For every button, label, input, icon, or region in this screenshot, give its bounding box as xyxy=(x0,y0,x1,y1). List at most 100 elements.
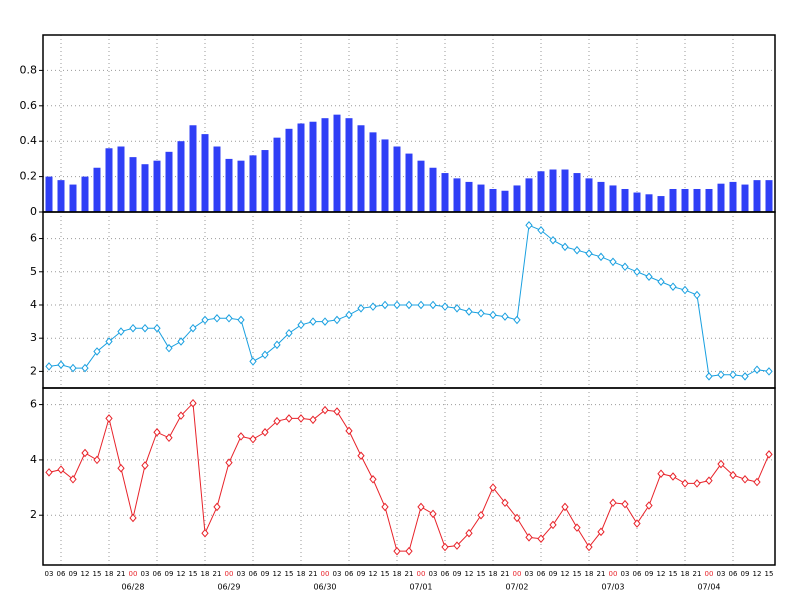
marker xyxy=(549,235,557,245)
marker xyxy=(693,479,701,488)
marker xyxy=(429,509,437,519)
x-tick-label: 06 xyxy=(441,570,450,578)
bar xyxy=(273,137,281,212)
day-label: 07/02 xyxy=(505,583,528,592)
x-tick-label: 03 xyxy=(429,570,438,578)
marker xyxy=(129,513,137,523)
x-tick-label: 03 xyxy=(237,570,246,578)
marker xyxy=(165,433,173,443)
bar xyxy=(405,153,413,212)
bar xyxy=(753,180,761,212)
marker xyxy=(513,315,521,325)
bar xyxy=(189,125,197,212)
marker xyxy=(201,315,209,325)
marker xyxy=(369,302,377,311)
bar xyxy=(321,118,329,212)
marker xyxy=(153,427,161,437)
bar xyxy=(549,169,557,212)
marker xyxy=(573,245,581,255)
bar xyxy=(141,164,149,212)
marker xyxy=(81,448,89,458)
marker xyxy=(261,350,269,360)
marker xyxy=(501,498,509,508)
marker xyxy=(285,328,293,338)
bar xyxy=(225,158,233,212)
marker xyxy=(465,307,473,316)
marker xyxy=(741,474,749,484)
marker xyxy=(537,225,545,235)
x-tick-label: 09 xyxy=(741,570,750,578)
marker xyxy=(465,528,473,538)
x-tick-label: 12 xyxy=(177,570,186,578)
marker xyxy=(189,398,197,408)
x-tick-label: 12 xyxy=(273,570,282,578)
marker xyxy=(297,320,305,330)
bar xyxy=(561,169,569,212)
marker xyxy=(441,542,449,552)
bar xyxy=(357,125,365,212)
y-tick-label: 0.6 xyxy=(20,99,38,112)
bar xyxy=(345,118,353,212)
x-tick-label: 18 xyxy=(489,570,498,578)
marker xyxy=(237,315,245,325)
bar xyxy=(525,178,533,212)
x-tick-label: 15 xyxy=(477,570,486,578)
bar xyxy=(177,141,185,212)
x-tick-label: 03 xyxy=(621,570,630,578)
marker xyxy=(333,315,341,325)
marker xyxy=(177,337,185,346)
x-tick-label: 15 xyxy=(189,570,198,578)
marker xyxy=(753,477,761,487)
marker xyxy=(117,327,125,336)
day-label: 07/04 xyxy=(697,583,720,592)
marker xyxy=(81,363,89,373)
marker xyxy=(501,312,509,321)
marker xyxy=(213,502,221,512)
marker xyxy=(669,472,677,481)
bar xyxy=(705,188,713,212)
marker xyxy=(765,367,773,376)
marker xyxy=(525,533,533,542)
marker xyxy=(681,479,689,488)
x-tick-label: 21 xyxy=(309,570,318,578)
x-tick-label: 21 xyxy=(213,570,222,578)
x-tick-label: 12 xyxy=(369,570,378,578)
y-tick-label: 6 xyxy=(30,232,37,245)
x-tick-label: 09 xyxy=(549,570,558,578)
bar xyxy=(765,180,773,212)
x-tick-label: 00 xyxy=(609,570,618,578)
marker xyxy=(525,221,533,230)
marker xyxy=(669,282,677,291)
marker xyxy=(489,483,497,492)
bar xyxy=(261,150,269,212)
x-tick-label: 06 xyxy=(537,570,546,578)
x-tick-label: 06 xyxy=(249,570,258,578)
x-tick-label: 06 xyxy=(633,570,642,578)
marker xyxy=(609,257,617,267)
bar xyxy=(45,176,53,212)
x-tick-label: 00 xyxy=(129,570,138,578)
bar xyxy=(393,146,401,212)
marker xyxy=(93,347,101,356)
marker xyxy=(369,474,377,484)
day-label: 07/01 xyxy=(409,583,432,592)
marker xyxy=(633,519,641,528)
bar xyxy=(381,139,389,212)
x-tick-label: 00 xyxy=(225,570,234,578)
bar xyxy=(369,132,377,212)
marker xyxy=(45,468,53,477)
x-tick-label: 00 xyxy=(321,570,330,578)
y-tick-label: 0 xyxy=(30,205,37,218)
marker xyxy=(621,499,629,509)
panel-frame xyxy=(42,211,776,389)
x-tick-label: 15 xyxy=(669,570,678,578)
marker xyxy=(573,523,581,532)
marker xyxy=(345,426,353,436)
x-tick-label: 09 xyxy=(357,570,366,578)
bar xyxy=(585,178,593,212)
bar xyxy=(501,190,509,212)
marker xyxy=(405,300,413,310)
marker xyxy=(57,465,65,474)
marker xyxy=(585,249,593,258)
marker xyxy=(621,262,629,272)
